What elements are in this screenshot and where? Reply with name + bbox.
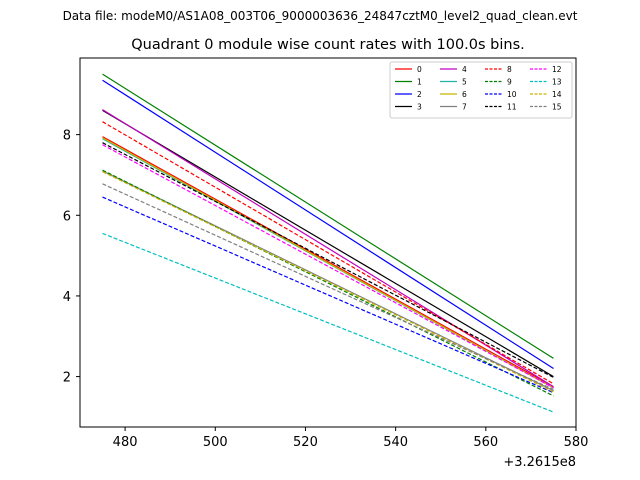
plot-area [79, 57, 577, 428]
x-axis: 480 500 520 540 560 580 [113, 427, 589, 450]
series-line-6 [102, 137, 554, 389]
legend-label-9: 9 [507, 78, 512, 87]
y-tick-label: 8 [63, 129, 71, 144]
legend-label-13: 13 [552, 78, 562, 87]
y-tick-label: 6 [63, 209, 71, 224]
legend-label-7: 7 [462, 103, 467, 112]
legend-label-3: 3 [417, 103, 422, 112]
x-offset-label: +3.2615e8 [503, 455, 576, 470]
chart-title: Quadrant 0 module wise count rates with … [131, 37, 525, 53]
legend-label-15: 15 [552, 103, 562, 112]
series-layer [102, 73, 554, 413]
y-axis: 2 4 6 8 [63, 129, 80, 386]
legend-label-8: 8 [507, 65, 512, 74]
series-line-2 [102, 79, 554, 370]
series-line-4 [102, 109, 554, 388]
legend-label-10: 10 [507, 90, 517, 99]
series-line-15 [102, 183, 554, 391]
legend-label-2: 2 [417, 90, 422, 99]
legend-label-5: 5 [462, 78, 467, 87]
y-tick-label: 2 [63, 371, 71, 386]
x-tick-label: 500 [203, 435, 228, 450]
series-line-11 [102, 142, 554, 378]
x-tick-label: 480 [113, 435, 138, 450]
legend-label-11: 11 [507, 103, 517, 112]
legend-label-4: 4 [462, 65, 467, 74]
legend-label-0: 0 [417, 65, 422, 74]
x-tick-label: 540 [383, 435, 408, 450]
series-line-7 [102, 170, 554, 392]
suptitle: Data file: modeM0/AS1A08_003T06_90000036… [63, 9, 578, 23]
legend-label-12: 12 [552, 65, 562, 74]
series-line-9 [102, 169, 554, 397]
series-line-8 [102, 121, 554, 385]
series-line-13 [102, 232, 554, 413]
series-line-10 [102, 196, 554, 394]
legend-label-1: 1 [417, 78, 422, 87]
y-tick-label: 4 [63, 290, 71, 305]
legend-label-14: 14 [552, 90, 562, 99]
x-tick-label: 520 [293, 435, 318, 450]
legend-box [389, 61, 573, 119]
series-line-12 [102, 144, 554, 389]
series-line-3 [102, 109, 554, 378]
x-tick-label: 560 [473, 435, 498, 450]
series-line-1 [102, 73, 554, 359]
legend-label-6: 6 [462, 90, 467, 99]
axes-frame [79, 57, 577, 428]
series-line-0 [102, 136, 554, 388]
x-tick-label: 580 [564, 435, 589, 450]
